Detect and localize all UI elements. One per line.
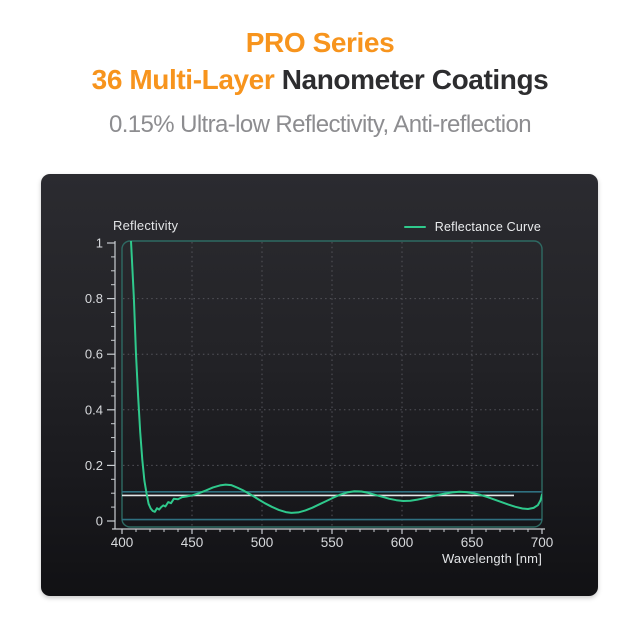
headline-rest-text: Nanometer Coatings bbox=[274, 64, 549, 95]
x-tick-label: 400 bbox=[111, 535, 134, 550]
plot-border bbox=[121, 240, 543, 528]
subtitle: 0.15% Ultra-low Reflectivity, Anti-refle… bbox=[108, 111, 532, 138]
legend-label: Reflectance Curve bbox=[434, 220, 541, 234]
y-tick-label: 0.6 bbox=[85, 347, 103, 362]
headline-highlight-text: 36 Multi-Layer bbox=[91, 64, 275, 95]
x-tick-label: 500 bbox=[251, 535, 274, 550]
chart-legend: Reflectance Curve bbox=[403, 220, 541, 234]
y-tick-label: 1 bbox=[96, 236, 103, 251]
reflectance-curve bbox=[129, 241, 542, 514]
x-tick-label: 550 bbox=[321, 535, 344, 550]
legend-line-swatch bbox=[403, 225, 426, 229]
header: PRO Series 36 Multi-Layer Nanometer Coat… bbox=[0, 24, 640, 139]
headline-series-text: PRO Series bbox=[245, 27, 395, 58]
x-tick-label: 700 bbox=[531, 535, 554, 550]
y-tick-label: 0.8 bbox=[85, 291, 103, 306]
x-tick-label: 450 bbox=[181, 535, 204, 550]
x-axis-title: Wavelength [nm] bbox=[441, 551, 542, 566]
headline: PRO Series 36 Multi-Layer Nanometer Coat… bbox=[0, 24, 640, 98]
x-tick-label: 650 bbox=[461, 535, 484, 550]
chart-panel: Reflectivity Reflectance Curve 0 0.2 0.4 0.… bbox=[41, 174, 598, 596]
y-axis-title: Reflectivity bbox=[113, 218, 179, 233]
reflectance-chart-plot: 0 0.2 0.4 0.6 0.8 1 400 450 500 550 600 650 700 bbox=[85, 236, 554, 551]
y-tick-label: 0 bbox=[96, 514, 103, 529]
y-tick-label: 0.4 bbox=[85, 402, 103, 417]
x-tick-label: 600 bbox=[391, 535, 414, 550]
headline-line2: 36 Multi-Layer Nanometer Coatings bbox=[0, 61, 640, 98]
headline-line1: PRO Series bbox=[0, 24, 640, 61]
y-tick-label: 0.2 bbox=[85, 458, 103, 473]
